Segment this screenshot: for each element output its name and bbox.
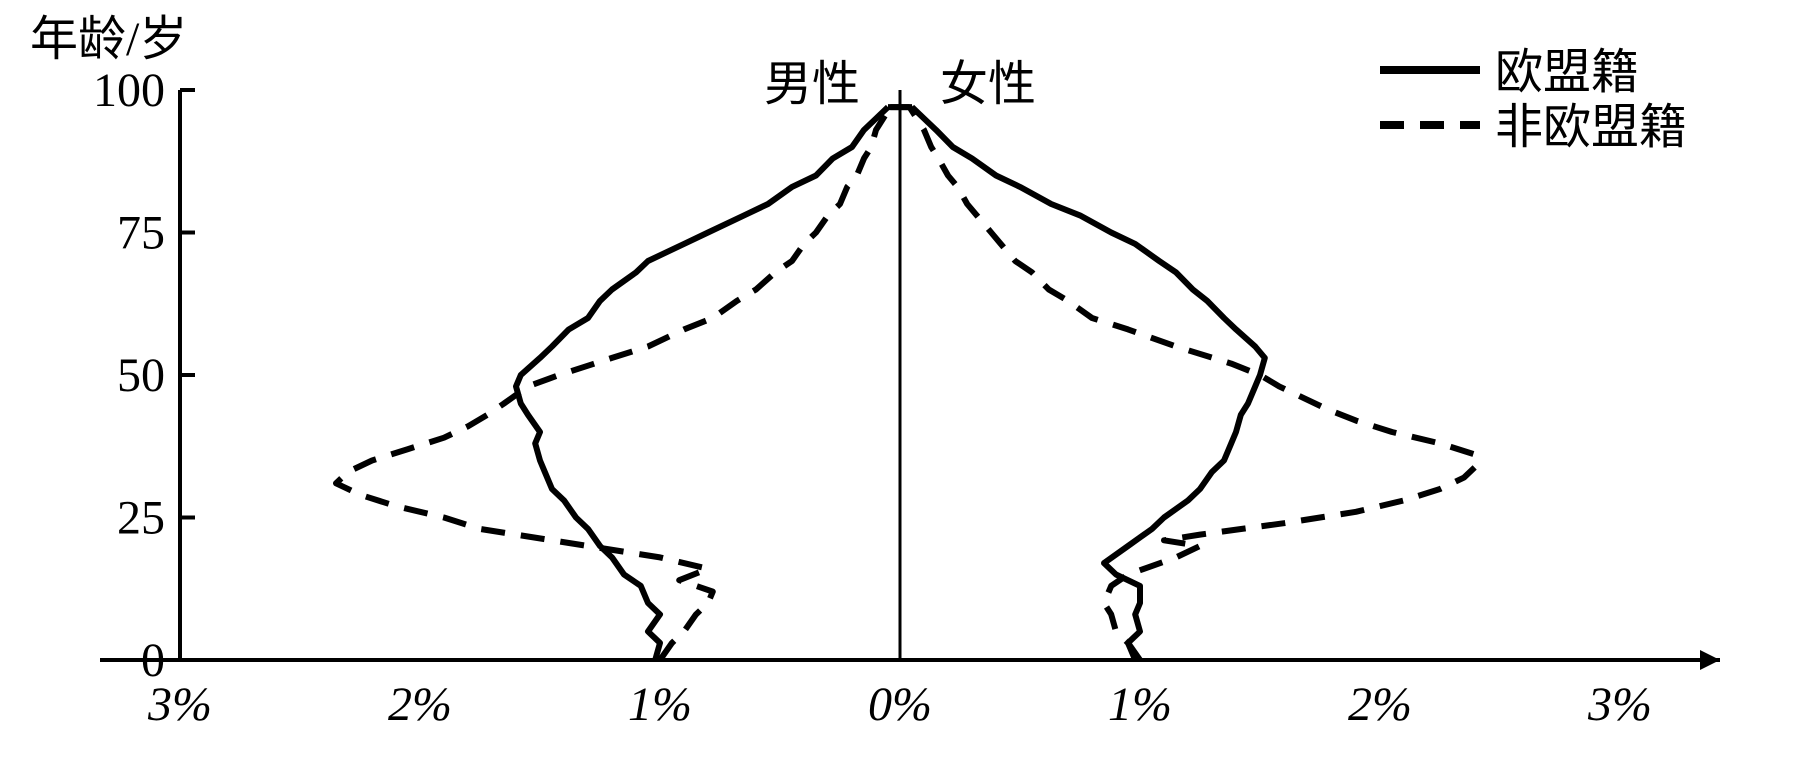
series-noneu-male — [336, 107, 890, 660]
population-pyramid-chart: 年龄/岁02550751003%2%1%0%1%2%3%男性女性欧盟籍非欧盟籍 — [0, 0, 1802, 774]
x-tick-label: 2% — [388, 678, 452, 731]
chart-svg: 年龄/岁02550751003%2%1%0%1%2%3%男性女性欧盟籍非欧盟籍 — [0, 0, 1802, 774]
x-tick-label: 1% — [1108, 678, 1172, 731]
x-axis-arrow — [1700, 650, 1720, 670]
x-tick-label: 0% — [868, 678, 932, 731]
y-axis-title: 年龄/岁 — [30, 13, 187, 66]
y-tick-label: 50 — [117, 349, 165, 402]
x-tick-label: 1% — [628, 678, 692, 731]
y-tick-label: 100 — [93, 64, 165, 117]
y-tick-label: 25 — [117, 492, 165, 545]
series-noneu-female — [910, 107, 1476, 660]
y-tick-label: 75 — [117, 207, 165, 260]
female-label: 女性 — [940, 58, 1036, 111]
x-tick-label: 2% — [1348, 678, 1412, 731]
x-tick-label: 3% — [1587, 678, 1652, 731]
series-eu-female — [912, 107, 1265, 660]
x-tick-label: 3% — [147, 678, 212, 731]
series-eu-male — [516, 107, 888, 660]
legend-label-eu: 欧盟籍 — [1495, 46, 1639, 99]
legend-label-noneu: 非欧盟籍 — [1495, 101, 1687, 154]
male-label: 男性 — [764, 58, 860, 111]
